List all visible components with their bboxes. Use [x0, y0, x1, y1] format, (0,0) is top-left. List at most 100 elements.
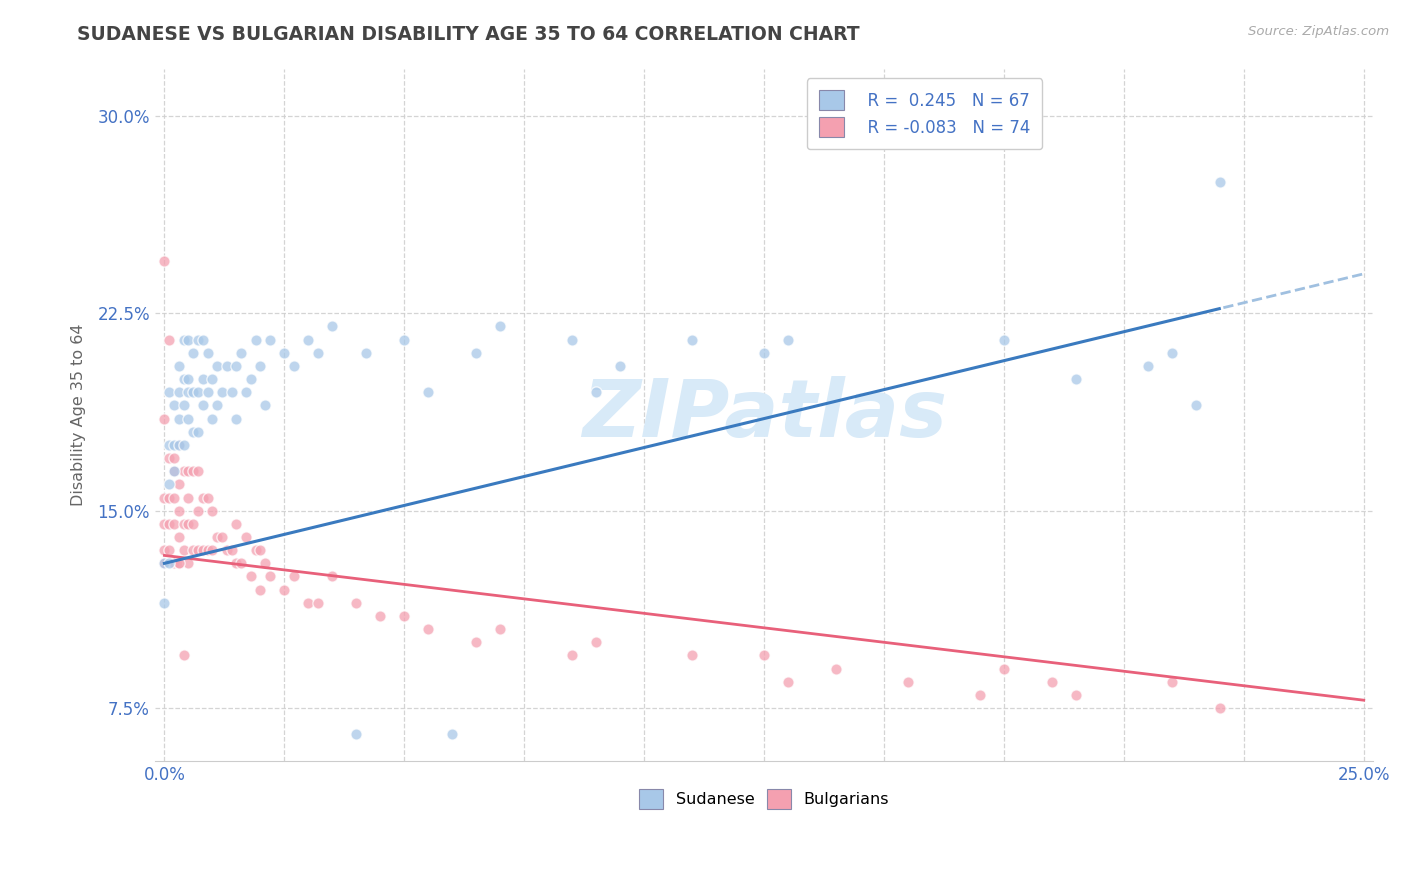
Point	[752, 345, 775, 359]
Point	[167, 504, 190, 518]
Point	[187, 504, 209, 518]
Point	[211, 530, 233, 544]
Point	[173, 464, 195, 478]
Point	[191, 372, 214, 386]
Point	[225, 516, 247, 531]
Point	[1160, 345, 1182, 359]
Point	[153, 411, 176, 425]
Point	[254, 557, 277, 571]
Point	[215, 543, 238, 558]
Point	[163, 438, 186, 452]
Point	[561, 648, 583, 663]
Point	[394, 333, 416, 347]
Point	[201, 543, 224, 558]
Point	[239, 372, 262, 386]
Point	[221, 385, 243, 400]
Point	[181, 345, 204, 359]
Point	[157, 477, 180, 491]
Point	[418, 622, 440, 636]
Point	[489, 319, 512, 334]
Point	[321, 319, 343, 334]
Point	[245, 333, 267, 347]
Text: Source: ZipAtlas.com: Source: ZipAtlas.com	[1249, 25, 1389, 38]
Point	[187, 385, 209, 400]
Point	[321, 569, 343, 583]
Point	[197, 345, 219, 359]
Point	[1136, 359, 1159, 373]
Point	[163, 451, 186, 466]
Point	[1209, 175, 1232, 189]
Point	[778, 674, 800, 689]
Point	[163, 398, 186, 412]
Point	[211, 385, 233, 400]
Point	[173, 333, 195, 347]
Point	[163, 516, 186, 531]
Point	[153, 557, 176, 571]
Point	[167, 411, 190, 425]
Point	[394, 609, 416, 624]
Point	[173, 398, 195, 412]
Point	[167, 557, 190, 571]
Point	[173, 438, 195, 452]
Point	[297, 596, 319, 610]
Point	[197, 491, 219, 505]
Point	[177, 385, 200, 400]
Point	[157, 516, 180, 531]
Point	[259, 333, 281, 347]
Point	[187, 333, 209, 347]
Point	[231, 345, 253, 359]
Point	[177, 464, 200, 478]
Point	[201, 504, 224, 518]
Point	[163, 464, 186, 478]
Point	[283, 359, 305, 373]
Point	[273, 582, 295, 597]
Point	[177, 491, 200, 505]
Point	[167, 438, 190, 452]
Text: SUDANESE VS BULGARIAN DISABILITY AGE 35 TO 64 CORRELATION CHART: SUDANESE VS BULGARIAN DISABILITY AGE 35 …	[77, 25, 860, 44]
Text: ZIPatlas: ZIPatlas	[582, 376, 946, 454]
Point	[167, 530, 190, 544]
Point	[441, 727, 464, 741]
Point	[344, 596, 367, 610]
Point	[752, 648, 775, 663]
Point	[344, 727, 367, 741]
Point	[221, 543, 243, 558]
Point	[778, 333, 800, 347]
Point	[354, 345, 377, 359]
Point	[231, 557, 253, 571]
Point	[181, 425, 204, 439]
Point	[153, 491, 176, 505]
Point	[283, 569, 305, 583]
Point	[249, 582, 271, 597]
Point	[191, 398, 214, 412]
Point	[585, 385, 607, 400]
Point	[173, 648, 195, 663]
Point	[163, 491, 186, 505]
Point	[181, 464, 204, 478]
Point	[297, 333, 319, 347]
Point	[225, 557, 247, 571]
Point	[418, 385, 440, 400]
Point	[187, 543, 209, 558]
Point	[969, 688, 991, 702]
Point	[177, 333, 200, 347]
Point	[249, 543, 271, 558]
Point	[163, 464, 186, 478]
Point	[157, 557, 180, 571]
Point	[273, 345, 295, 359]
Point	[187, 464, 209, 478]
Point	[167, 477, 190, 491]
Point	[201, 372, 224, 386]
Point	[235, 530, 257, 544]
Point	[465, 345, 488, 359]
Point	[259, 569, 281, 583]
Point	[205, 398, 228, 412]
Point	[225, 359, 247, 373]
Point	[167, 557, 190, 571]
Point	[177, 372, 200, 386]
Point	[181, 516, 204, 531]
Point	[157, 491, 180, 505]
Y-axis label: Disability Age 35 to 64: Disability Age 35 to 64	[72, 324, 86, 506]
Point	[1160, 674, 1182, 689]
Point	[167, 359, 190, 373]
